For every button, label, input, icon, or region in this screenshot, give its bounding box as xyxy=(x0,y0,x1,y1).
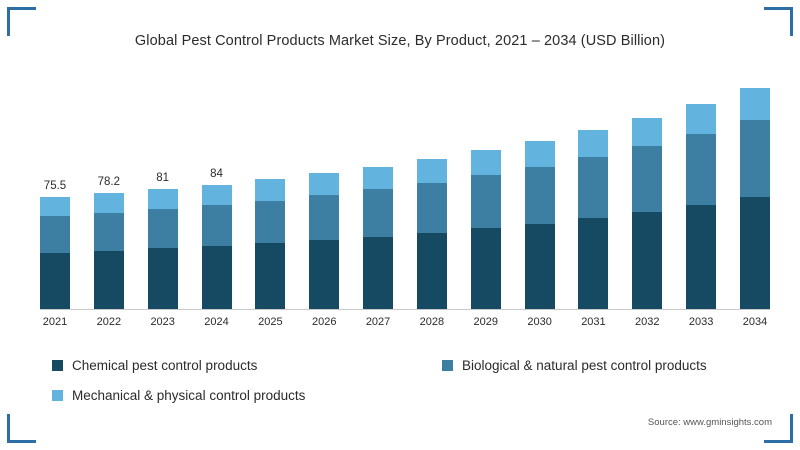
bar-segment xyxy=(363,236,394,309)
bar-segment xyxy=(578,129,609,158)
source-note: Source: www.gminsights.com xyxy=(647,417,772,428)
legend-swatch-biological xyxy=(442,360,453,371)
corner-bracket-bottom-left xyxy=(7,414,36,443)
bar-segment xyxy=(470,228,501,309)
x-axis-tick-label: 2032 xyxy=(635,316,660,328)
bar-segment xyxy=(40,216,70,253)
bar-segment xyxy=(93,193,124,214)
bar-segment xyxy=(40,197,70,217)
chart-legend: Chemical pest control products Biologica… xyxy=(52,358,762,418)
bar-segment xyxy=(470,150,501,176)
bar-segment xyxy=(632,211,663,309)
bar-column[interactable] xyxy=(416,72,447,309)
legend-item-chemical[interactable]: Chemical pest control products xyxy=(52,358,442,373)
legend-label-biological: Biological & natural pest control produc… xyxy=(462,358,707,373)
bar-segment xyxy=(363,189,394,237)
bar-segment xyxy=(93,250,124,309)
legend-item-mechanical[interactable]: Mechanical & physical control products xyxy=(52,388,442,403)
bar-column[interactable] xyxy=(470,72,501,309)
legend-row-1: Chemical pest control products Biologica… xyxy=(52,358,762,373)
bar-total-label: 78.2 xyxy=(97,176,121,189)
bar-segment xyxy=(363,166,394,190)
bar-total-label: 75.5 xyxy=(43,180,67,193)
bar-segment xyxy=(739,119,770,197)
bar-segment xyxy=(416,158,447,183)
x-axis-tick-label: 2027 xyxy=(365,316,391,328)
bar-segment xyxy=(309,195,340,241)
bar-segment xyxy=(416,182,447,233)
bar-column[interactable] xyxy=(255,72,286,309)
bar-segment xyxy=(686,103,717,134)
x-axis-tick-label: 2034 xyxy=(742,316,768,328)
bar-segment xyxy=(686,133,717,205)
bar-segment xyxy=(686,204,717,309)
plot-area: 75.5 78.2 81 84 xyxy=(40,72,770,310)
x-axis-tick-label: 2024 xyxy=(204,316,229,328)
x-axis-tick-label: 2025 xyxy=(258,316,283,328)
bar-segment xyxy=(632,117,663,147)
bar-total-label: 81 xyxy=(156,172,170,185)
bar-segment xyxy=(578,218,609,309)
bar-segment xyxy=(524,223,555,309)
bar-segment xyxy=(632,146,663,212)
bar-column[interactable] xyxy=(739,72,770,309)
bar-group: 75.5 78.2 81 84 xyxy=(40,72,770,309)
bar-column[interactable]: 75.5 xyxy=(40,72,70,309)
bar-column[interactable] xyxy=(309,72,340,309)
legend-label-chemical: Chemical pest control products xyxy=(72,358,258,373)
x-axis-tick-label: 2033 xyxy=(688,316,714,328)
x-axis-labels: 2021 2022 2023 2024 2025 2026 2027 2028 2029 2030… xyxy=(40,316,770,328)
bar-segment xyxy=(147,189,178,210)
corner-bracket-top-left xyxy=(7,7,36,36)
bar-segment xyxy=(470,175,501,229)
x-axis-tick-label: 2022 xyxy=(96,316,122,328)
legend-label-mechanical: Mechanical & physical control products xyxy=(72,388,306,403)
bar-column[interactable] xyxy=(363,72,394,309)
x-axis-tick-label: 2021 xyxy=(42,316,68,328)
x-axis-tick-label: 2023 xyxy=(150,316,175,328)
legend-item-biological[interactable]: Biological & natural pest control produc… xyxy=(442,358,707,373)
bar-segment xyxy=(201,205,232,246)
bar-segment xyxy=(309,240,340,309)
bar-column[interactable]: 84 xyxy=(201,72,232,309)
bar-column[interactable] xyxy=(632,72,663,309)
bar-segment xyxy=(739,88,770,120)
bar-segment xyxy=(147,248,178,309)
corner-bracket-bottom-right xyxy=(764,414,793,443)
x-axis-line xyxy=(40,309,770,310)
bar-segment xyxy=(147,209,178,249)
bar-column[interactable] xyxy=(578,72,609,309)
bar-segment xyxy=(255,179,286,201)
bar-column[interactable]: 78.2 xyxy=(93,72,124,309)
x-axis-tick-label: 2028 xyxy=(419,316,445,328)
legend-swatch-mechanical xyxy=(52,390,63,401)
legend-row-2: Mechanical & physical control products xyxy=(52,388,762,403)
x-axis-tick-label: 2030 xyxy=(527,316,552,328)
bar-segment xyxy=(255,200,286,244)
bar-segment xyxy=(93,213,124,251)
bar-segment xyxy=(255,243,286,309)
bar-segment xyxy=(524,166,555,224)
bar-column[interactable] xyxy=(686,72,717,309)
x-axis-tick-label: 2029 xyxy=(473,316,498,328)
bar-segment xyxy=(524,140,555,167)
bar-total-label: 84 xyxy=(210,167,223,180)
x-axis-tick-label: 2031 xyxy=(581,316,606,328)
bar-segment xyxy=(578,157,609,219)
bar-segment xyxy=(40,252,70,309)
corner-bracket-top-right xyxy=(764,7,793,36)
bar-segment xyxy=(309,173,340,196)
x-axis-tick-label: 2026 xyxy=(311,316,337,328)
bar-column[interactable]: 81 xyxy=(147,72,178,309)
bar-column[interactable] xyxy=(524,72,555,309)
bar-segment xyxy=(201,245,232,309)
bar-segment xyxy=(416,232,447,309)
chart-title: Global Pest Control Products Market Size… xyxy=(134,33,666,49)
legend-swatch-chemical xyxy=(52,360,63,371)
bar-segment xyxy=(201,184,232,206)
bar-segment xyxy=(739,196,770,309)
